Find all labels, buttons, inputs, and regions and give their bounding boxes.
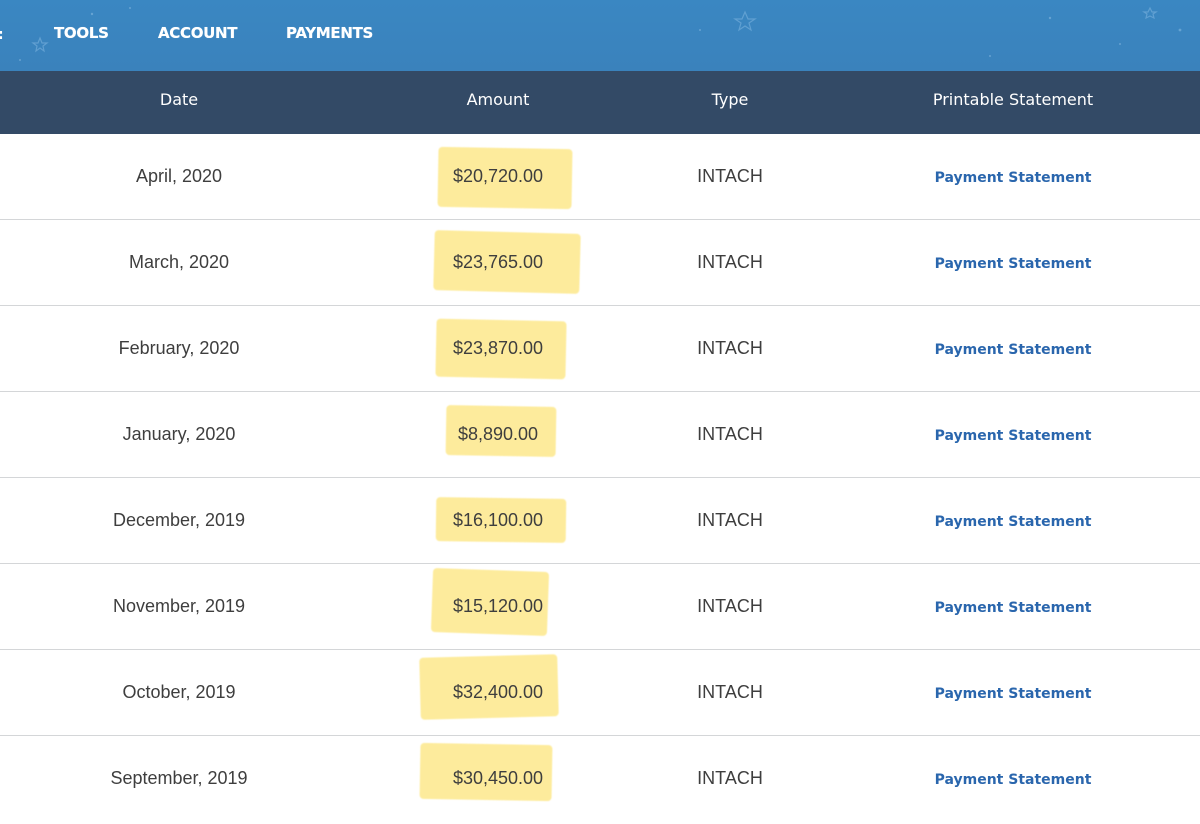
payment-statement-link[interactable]: Payment Statement <box>934 514 1092 530</box>
table-row: December, 2019 $16,100.00 INTACH Payment… <box>0 478 1200 564</box>
payment-amount: $30,450.00 <box>452 768 544 788</box>
column-header-amount[interactable]: Amount <box>466 90 530 109</box>
column-header-type[interactable]: Type <box>711 90 749 109</box>
payments-table-body: April, 2020 $20,720.00 INTACH Payment St… <box>0 134 1200 821</box>
payment-type: INTACH <box>697 166 763 186</box>
payment-date: October, 2019 <box>122 682 236 702</box>
payment-type: INTACH <box>697 338 763 358</box>
payment-date: November, 2019 <box>112 596 246 616</box>
payment-type: INTACH <box>697 682 763 702</box>
star-pattern-background <box>19 6 1182 61</box>
table-row: February, 2020 $23,870.00 INTACH Payment… <box>0 306 1200 392</box>
payment-statement-link[interactable]: Payment Statement <box>934 428 1092 444</box>
table-row: November, 2019 $15,120.00 INTACH Payment… <box>0 564 1200 650</box>
payment-date: April, 2020 <box>135 166 223 186</box>
payment-amount: $23,870.00 <box>452 338 544 358</box>
payment-type: INTACH <box>697 252 763 272</box>
payment-amount: $8,890.00 <box>457 424 539 444</box>
column-header-printable-statement[interactable]: Printable Statement <box>932 90 1094 109</box>
payment-statement-link[interactable]: Payment Statement <box>934 342 1092 358</box>
table-row: October, 2019 $32,400.00 INTACH Payment … <box>0 650 1200 736</box>
payment-amount: $15,120.00 <box>452 596 544 616</box>
payment-statement-link[interactable]: Payment Statement <box>934 686 1092 702</box>
payment-type: INTACH <box>697 510 763 530</box>
payment-statement-link[interactable]: Payment Statement <box>934 772 1092 788</box>
payment-date: January, 2020 <box>122 424 236 444</box>
payment-statement-link[interactable]: Payment Statement <box>934 600 1092 616</box>
table-row: January, 2020 $8,890.00 INTACH Payment S… <box>0 392 1200 478</box>
payment-amount: $20,720.00 <box>452 166 544 186</box>
nav-item-account[interactable]: ACCOUNT <box>158 24 238 42</box>
payment-amount: $16,100.00 <box>452 510 544 530</box>
nav-item-payments[interactable]: PAYMENTS <box>286 24 374 42</box>
table-row: April, 2020 $20,720.00 INTACH Payment St… <box>0 134 1200 220</box>
nav-truncated-item[interactable]: : <box>0 27 4 43</box>
payment-amount: $32,400.00 <box>452 682 544 702</box>
payment-statement-link[interactable]: Payment Statement <box>934 256 1092 272</box>
payment-date: February, 2020 <box>118 338 240 358</box>
payment-statement-link[interactable]: Payment Statement <box>934 170 1092 186</box>
table-header: Date Amount Type Printable Statement <box>0 71 1200 134</box>
column-header-date[interactable]: Date <box>159 90 199 109</box>
payment-amount: $23,765.00 <box>452 252 544 272</box>
payment-type: INTACH <box>697 596 763 616</box>
payment-date: March, 2020 <box>128 252 230 272</box>
top-navigation-bar: : TOOLS ACCOUNT PAYMENTS <box>0 0 1200 71</box>
payment-date: September, 2019 <box>110 768 248 788</box>
payment-type: INTACH <box>697 424 763 444</box>
table-row: September, 2019 $30,450.00 INTACH Paymen… <box>0 736 1200 821</box>
nav-item-tools[interactable]: TOOLS <box>54 24 109 42</box>
table-row: March, 2020 $23,765.00 INTACH Payment St… <box>0 220 1200 306</box>
payment-type: INTACH <box>697 768 763 788</box>
payment-date: December, 2019 <box>112 510 246 530</box>
